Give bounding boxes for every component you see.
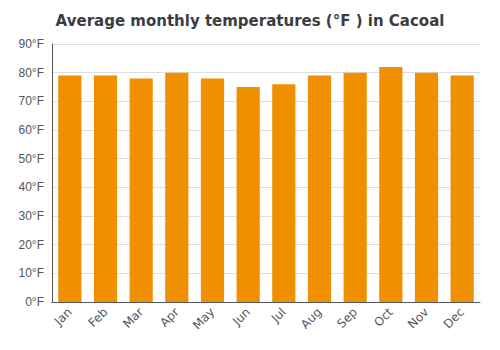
svg-text:10°F: 10°F — [19, 266, 44, 280]
svg-text:80°F: 80°F — [19, 66, 44, 80]
svg-text:30°F: 30°F — [19, 209, 44, 223]
svg-text:0°F: 0°F — [25, 295, 44, 309]
svg-text:50°F: 50°F — [19, 152, 44, 166]
svg-text:Dec: Dec — [441, 305, 467, 331]
svg-text:Jul: Jul — [268, 305, 289, 326]
svg-text:Feb: Feb — [86, 305, 111, 330]
svg-text:Nov: Nov — [405, 305, 431, 331]
svg-text:60°F: 60°F — [19, 123, 44, 137]
svg-text:Mar: Mar — [120, 305, 146, 331]
svg-text:Average monthly temperatures (: Average monthly temperatures (°F ) in Ca… — [56, 12, 445, 30]
svg-text:90°F: 90°F — [19, 37, 44, 51]
svg-text:40°F: 40°F — [19, 180, 44, 194]
svg-text:Jan: Jan — [51, 305, 75, 329]
svg-text:May: May — [190, 305, 217, 332]
svg-text:20°F: 20°F — [19, 238, 44, 252]
svg-text:Sep: Sep — [334, 305, 360, 331]
svg-text:Oct: Oct — [371, 305, 396, 330]
svg-text:Jun: Jun — [229, 305, 253, 329]
svg-text:70°F: 70°F — [19, 94, 44, 108]
svg-text:Aug: Aug — [298, 305, 324, 331]
svg-text:Apr: Apr — [157, 305, 182, 330]
